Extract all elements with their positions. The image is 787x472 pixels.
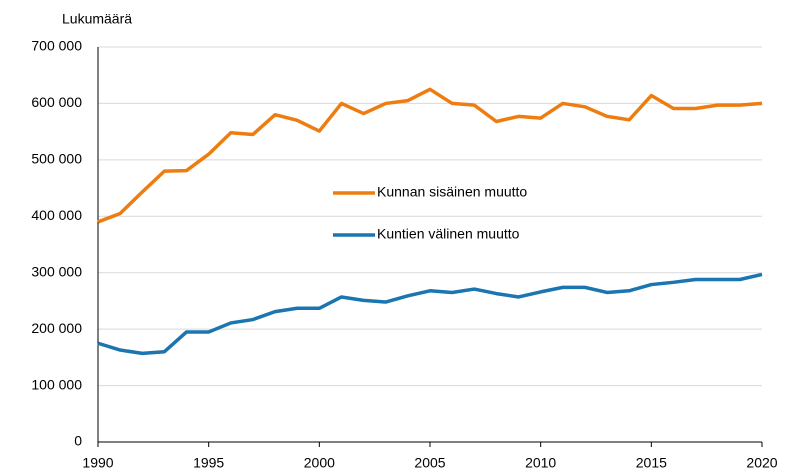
y-tick-label: 700 000 xyxy=(31,38,82,54)
x-tick-label: 2015 xyxy=(636,455,667,471)
y-tick-label: 600 000 xyxy=(31,94,82,110)
x-tick-label: 2010 xyxy=(525,455,556,471)
y-tick-label: 400 000 xyxy=(31,207,82,223)
y-axis-label: Lukumäärä xyxy=(62,11,132,27)
legend-label: Kuntien välinen muutto xyxy=(377,226,520,242)
x-tick-label: 1995 xyxy=(193,455,224,471)
y-tick-label: 200 000 xyxy=(31,320,82,336)
y-tick-label: 0 xyxy=(74,433,82,449)
line-series xyxy=(97,87,763,224)
y-tick-label: 500 000 xyxy=(31,151,82,167)
y-tick-label: 300 000 xyxy=(31,263,82,279)
legend-label: Kunnan sisäinen muutto xyxy=(377,184,527,200)
x-tick-label: 1990 xyxy=(82,455,113,471)
x-tick-label: 2020 xyxy=(746,455,777,471)
y-tick-label: 100 000 xyxy=(31,376,82,392)
x-tick-label: 2000 xyxy=(304,455,335,471)
line-series xyxy=(97,272,763,356)
x-tick-label: 2005 xyxy=(414,455,445,471)
